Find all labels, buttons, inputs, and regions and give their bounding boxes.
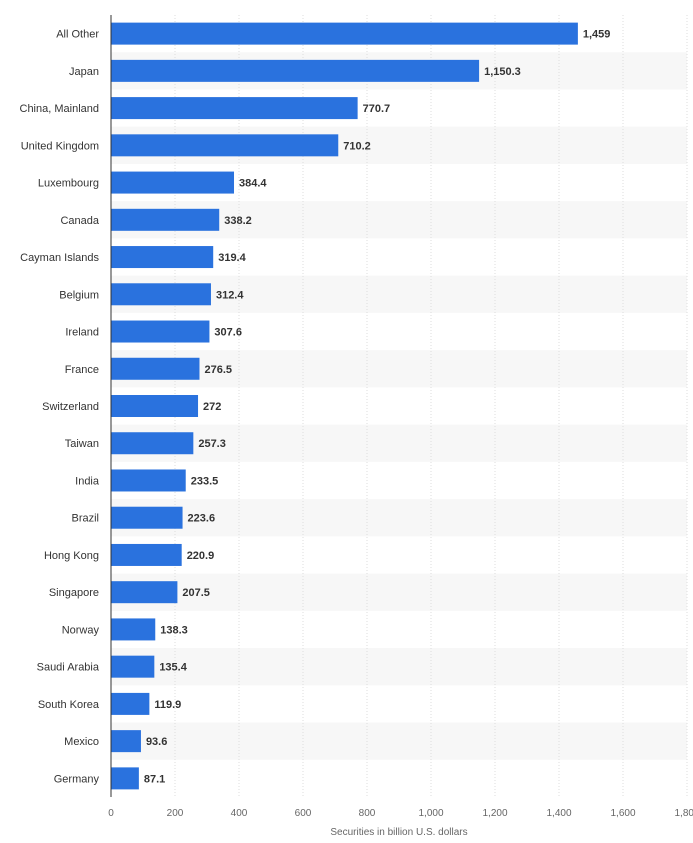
bar (111, 692, 150, 715)
x-tick-label: 1,600 (610, 808, 635, 819)
data-label: 1,459 (583, 29, 611, 41)
category-labels: All Other Japan China, Mainland United King… (20, 29, 100, 786)
data-label: 233.5 (191, 475, 219, 487)
x-tick-labels: 0 200 400 600 800 1,000 1,200 1,400 1,600 1,800 (108, 808, 693, 819)
category-label: Canada (60, 215, 99, 227)
data-label: 384.4 (239, 178, 267, 190)
x-tick-label: 1,400 (546, 808, 571, 819)
category-label: Brazil (71, 513, 99, 525)
data-label: 138.3 (160, 624, 188, 636)
bar (111, 357, 200, 380)
bar (111, 171, 235, 194)
category-label: Switzerland (42, 401, 99, 413)
bar (111, 283, 211, 306)
category-label: Ireland (65, 327, 99, 339)
category-label: United Kingdom (21, 140, 99, 152)
data-label: 276.5 (204, 364, 232, 376)
data-label: 272 (203, 401, 221, 413)
data-label: 87.1 (144, 773, 165, 785)
row-band (111, 350, 687, 388)
category-label: South Korea (38, 699, 100, 711)
category-label: Mexico (64, 736, 99, 748)
category-label: Hong Kong (44, 550, 99, 562)
data-label: 338.2 (224, 215, 252, 227)
bar (111, 730, 141, 753)
data-label: 257.3 (198, 438, 226, 450)
data-label: 307.6 (214, 327, 242, 339)
row-band (111, 722, 687, 760)
category-label: Singapore (49, 587, 99, 599)
data-label: 135.4 (159, 662, 187, 674)
bar (111, 469, 186, 492)
data-label: 93.6 (146, 736, 167, 748)
x-tick-label: 1,200 (482, 808, 507, 819)
x-axis-title: Securities in billion U.S. dollars (330, 827, 467, 838)
data-label: 312.4 (216, 289, 244, 301)
row-bands (111, 52, 687, 760)
data-label: 319.4 (218, 252, 246, 264)
bar (111, 59, 480, 82)
bar (111, 134, 339, 157)
bar (111, 208, 220, 231)
category-label: Luxembourg (38, 178, 99, 190)
category-label: China, Mainland (20, 103, 100, 115)
category-label: Germany (54, 773, 100, 785)
bar (111, 22, 578, 45)
category-label: Cayman Islands (20, 252, 99, 264)
bar (111, 543, 182, 566)
row-band (111, 424, 687, 462)
x-tick-label: 400 (231, 808, 248, 819)
category-label: Japan (69, 66, 99, 78)
x-tick-label: 0 (108, 808, 114, 819)
data-label: 710.2 (343, 140, 371, 152)
category-label: France (65, 364, 99, 376)
category-label: Taiwan (65, 438, 99, 450)
bar (111, 655, 155, 678)
category-label: Belgium (59, 289, 99, 301)
bar (111, 246, 214, 269)
data-label: 207.5 (182, 587, 210, 599)
category-label: India (75, 475, 100, 487)
data-label: 770.7 (363, 103, 391, 115)
bar (111, 395, 199, 417)
x-tick-label: 1,800 (674, 808, 693, 819)
bar (111, 97, 358, 120)
category-label: Norway (62, 624, 100, 636)
row-band (111, 499, 687, 537)
bars (111, 22, 578, 790)
data-label: 1,150.3 (484, 66, 521, 78)
row-band (111, 648, 687, 686)
bar (111, 506, 183, 529)
bar (111, 618, 156, 641)
row-band (111, 573, 687, 611)
bar (111, 581, 178, 604)
category-label: Saudi Arabia (37, 662, 100, 674)
bar (111, 320, 210, 343)
data-label: 119.9 (154, 699, 181, 711)
data-label: 223.6 (188, 513, 216, 525)
bar (111, 432, 194, 455)
x-tick-label: 800 (359, 808, 376, 819)
category-label: All Other (56, 29, 99, 41)
bar (111, 767, 139, 790)
x-tick-label: 1,000 (418, 808, 443, 819)
x-tick-label: 200 (167, 808, 184, 819)
data-label: 220.9 (187, 550, 215, 562)
value-labels: 1,459 1,150.3 770.7 710.2 384.4 338.2 319.4 312… (144, 29, 611, 786)
x-tick-label: 600 (295, 808, 312, 819)
